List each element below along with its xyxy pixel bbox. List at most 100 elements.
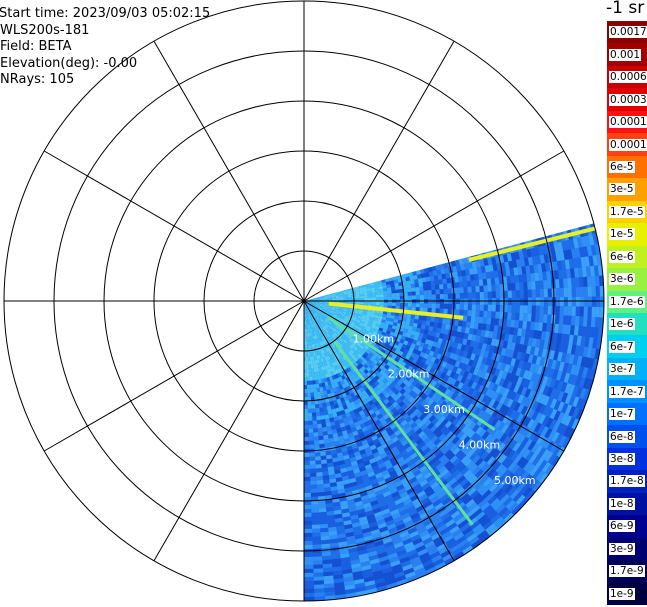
range-gate bbox=[457, 270, 463, 277]
range-gate bbox=[504, 426, 513, 436]
range-gate bbox=[306, 372, 310, 377]
range-gate bbox=[353, 314, 359, 318]
range-gate bbox=[485, 271, 491, 279]
range-gate bbox=[553, 389, 561, 401]
range-gate bbox=[555, 342, 561, 352]
range-gate bbox=[304, 304, 306, 309]
range-gate bbox=[354, 533, 364, 540]
range-gate bbox=[460, 466, 470, 476]
range-gate bbox=[537, 424, 546, 435]
range-gate bbox=[550, 398, 558, 409]
range-gate bbox=[446, 376, 454, 384]
range-gate bbox=[316, 391, 321, 397]
range-gate bbox=[380, 322, 386, 326]
range-gate bbox=[339, 292, 344, 295]
range-gate bbox=[490, 417, 499, 427]
range-gate bbox=[454, 394, 461, 403]
range-gate bbox=[531, 289, 536, 298]
range-gate bbox=[385, 380, 391, 387]
range-gate bbox=[336, 355, 341, 360]
range-gate bbox=[515, 335, 522, 344]
range-gate bbox=[335, 324, 340, 328]
range-gate bbox=[564, 404, 573, 416]
range-gate bbox=[428, 271, 434, 277]
beta-data-sector bbox=[304, 223, 604, 601]
range-gate bbox=[347, 293, 352, 296]
range-gate bbox=[304, 312, 306, 317]
range-gate bbox=[429, 321, 435, 327]
range-gate bbox=[495, 519, 507, 530]
range-gate bbox=[448, 433, 457, 442]
range-gate bbox=[410, 432, 419, 439]
range-gate bbox=[414, 567, 426, 576]
range-gate bbox=[310, 476, 317, 481]
range-gate bbox=[457, 463, 467, 473]
range-gate bbox=[332, 432, 339, 438]
range-gate bbox=[382, 383, 388, 390]
range-gate bbox=[441, 273, 447, 280]
range-gate bbox=[328, 376, 333, 381]
range-gate bbox=[330, 490, 339, 496]
range-gate bbox=[308, 307, 312, 311]
range-gate bbox=[345, 342, 351, 347]
range-gate bbox=[484, 330, 490, 338]
range-gate bbox=[423, 329, 429, 335]
range-gate bbox=[398, 285, 404, 290]
range-gate bbox=[584, 336, 590, 348]
range-gate bbox=[359, 351, 364, 357]
range-gate bbox=[387, 552, 398, 560]
range-gate bbox=[342, 479, 350, 485]
range-gate bbox=[468, 268, 474, 275]
range-gate bbox=[366, 313, 371, 317]
range-gate bbox=[399, 288, 404, 293]
range-gate bbox=[431, 417, 439, 426]
range-gate bbox=[381, 487, 390, 494]
range-gate bbox=[380, 395, 387, 402]
range-gate bbox=[384, 333, 390, 338]
range-gate bbox=[463, 263, 469, 270]
range-gate bbox=[355, 586, 367, 593]
range-gate bbox=[311, 310, 315, 314]
range-gate bbox=[411, 291, 416, 296]
range-gate bbox=[473, 273, 479, 281]
range-gate bbox=[393, 516, 403, 524]
range-gate bbox=[589, 327, 595, 338]
range-gate bbox=[406, 350, 413, 357]
colorbar-tick-label: 1e-7 bbox=[609, 408, 635, 421]
range-gate bbox=[594, 317, 600, 328]
range-gate bbox=[566, 363, 573, 374]
range-gate bbox=[338, 541, 348, 547]
range-gate bbox=[313, 572, 324, 577]
range-gate bbox=[568, 258, 575, 269]
range-gate bbox=[433, 459, 442, 468]
range-gate bbox=[369, 282, 375, 286]
range-gate bbox=[341, 475, 349, 481]
range-gate bbox=[476, 266, 482, 274]
range-gate bbox=[338, 406, 345, 412]
range-gate bbox=[405, 321, 410, 326]
range-gate bbox=[554, 433, 564, 445]
range-gate bbox=[304, 416, 309, 421]
range-gate bbox=[339, 297, 344, 300]
range-gate bbox=[311, 512, 320, 517]
range-gate bbox=[308, 307, 312, 311]
range-gate bbox=[406, 549, 418, 557]
range-gate bbox=[517, 434, 526, 445]
range-gate bbox=[371, 377, 377, 384]
range-gate bbox=[464, 357, 471, 366]
range-gate bbox=[337, 533, 347, 539]
range-gate bbox=[345, 531, 355, 538]
range-gate bbox=[349, 324, 354, 329]
range-gate bbox=[513, 393, 521, 403]
range-gate bbox=[412, 425, 420, 433]
range-gate bbox=[429, 407, 437, 416]
range-gate bbox=[366, 513, 376, 520]
range-gate bbox=[392, 449, 401, 457]
range-gate bbox=[426, 334, 432, 341]
range-gate bbox=[579, 387, 587, 399]
range-gate bbox=[449, 371, 456, 379]
range-gate bbox=[484, 413, 492, 423]
range-gate bbox=[396, 323, 402, 328]
range-gate bbox=[535, 297, 540, 306]
range-gate bbox=[394, 404, 402, 411]
